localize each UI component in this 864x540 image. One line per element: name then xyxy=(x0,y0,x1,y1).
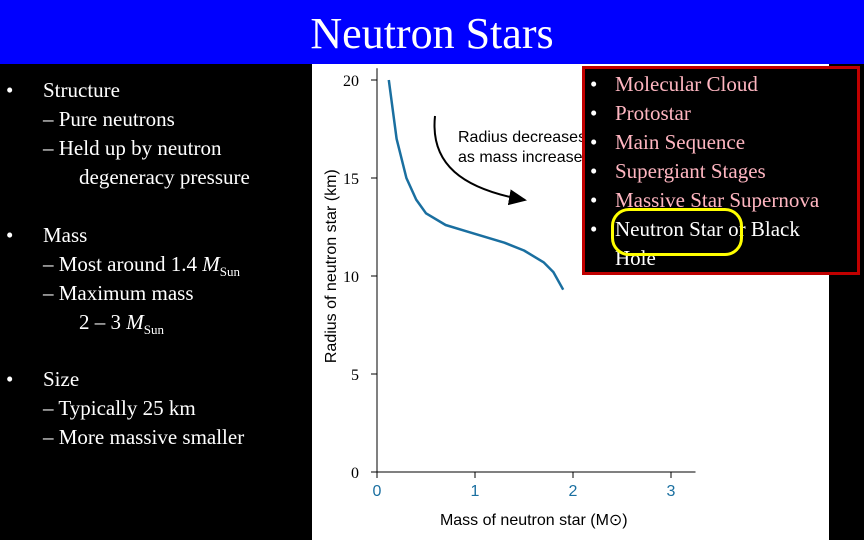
mass-item-3: 2 – 3 MSun xyxy=(79,308,164,344)
x-tick-label: 3 xyxy=(667,483,676,500)
mass-item-1: – Most around 1.4 MSun xyxy=(43,250,240,286)
slide-title: Neutron Stars xyxy=(310,9,554,58)
x-tick-label: 0 xyxy=(373,483,382,500)
bullet-dot: • xyxy=(590,217,598,241)
y-axis-label: Radius of neutron star (km) xyxy=(323,169,340,363)
mass-item-3-symbol: M xyxy=(126,310,144,334)
annotation-text: Radius decreases xyxy=(458,129,586,146)
bullet-dot: • xyxy=(590,101,598,125)
bullet-dot: • xyxy=(590,72,598,96)
evolution-stage-label: Neutron Star or Black xyxy=(615,217,800,241)
bullet-dot: • xyxy=(6,367,14,391)
bullet-dot: • xyxy=(6,78,14,102)
structure-item-2: – Held up by neutron xyxy=(43,136,222,160)
title-bar xyxy=(0,0,864,64)
annotation-text: as mass increases xyxy=(458,149,591,166)
y-tick-label: 0 xyxy=(351,465,359,482)
mass-item-1-text: – Most around 1.4 xyxy=(43,252,203,276)
evolution-stage-label: Protostar xyxy=(615,101,691,125)
size-item-2: – More massive smaller xyxy=(43,425,245,449)
x-axis-label: Mass of neutron star (M⊙) xyxy=(440,512,628,529)
x-tick-label: 2 xyxy=(569,483,578,500)
y-tick-label: 5 xyxy=(351,367,359,384)
mass-item-3-sub: Sun xyxy=(143,322,164,337)
size-heading: Size xyxy=(43,367,80,391)
x-tick-label: 1 xyxy=(471,483,480,500)
mass-radius-chart: 0 5 10 15 20 0 1 2 3 Radius of neutron star (km) M… xyxy=(323,68,696,529)
mass-item-1-symbol: M xyxy=(202,252,220,276)
y-tick-label: 10 xyxy=(343,269,359,286)
mass-item-2: – Maximum mass xyxy=(43,281,194,305)
mass-item-3-text: 2 – 3 xyxy=(79,310,127,334)
y-tick-label: 15 xyxy=(343,171,359,188)
structure-item-3: degeneracy pressure xyxy=(79,165,250,189)
y-tick-label: 20 xyxy=(343,73,359,90)
annotation-arrow xyxy=(433,115,527,206)
structure-heading: Structure xyxy=(43,78,120,102)
mass-item-1-sub: Sun xyxy=(219,264,240,279)
size-item-1: – Typically 25 km xyxy=(43,396,196,420)
bullet-dot: • xyxy=(590,188,598,212)
mass-radius-curve xyxy=(387,79,565,291)
evolution-stage-label: Main Sequence xyxy=(615,130,746,154)
highlight-ellipse xyxy=(611,208,743,256)
evolution-stage-label: Molecular Cloud xyxy=(615,72,758,96)
bullet-dot: • xyxy=(590,130,598,154)
mass-heading: Mass xyxy=(43,223,88,247)
bullet-dot: • xyxy=(590,159,598,183)
structure-item-1: – Pure neutrons xyxy=(43,107,175,131)
bullet-dot: • xyxy=(6,223,14,247)
evolution-stage-label: Supergiant Stages xyxy=(615,159,766,183)
